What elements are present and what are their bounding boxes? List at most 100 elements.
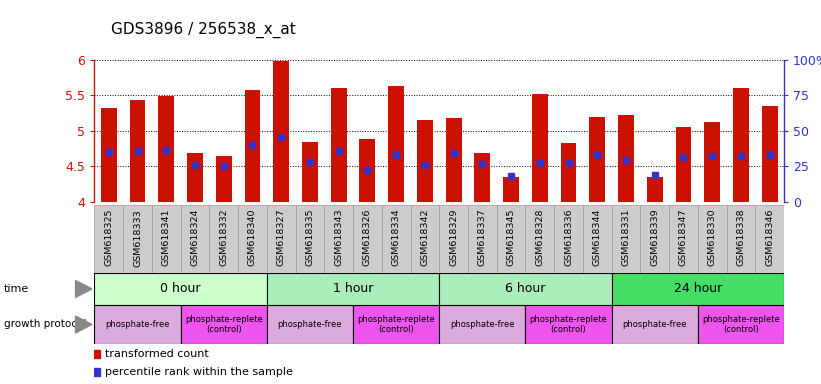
Text: phosphate-free: phosphate-free [622, 320, 687, 329]
Text: phosphate-replete
(control): phosphate-replete (control) [702, 315, 780, 334]
Bar [733, 88, 749, 202]
Text: phosphate-free: phosphate-free [105, 320, 170, 329]
Bar [94, 273, 267, 305]
Bar [503, 177, 519, 202]
Bar [727, 205, 755, 273]
Text: GSM618343: GSM618343 [334, 209, 343, 266]
Text: GSM618335: GSM618335 [305, 209, 314, 266]
Text: GDS3896 / 256538_x_at: GDS3896 / 256538_x_at [111, 22, 296, 38]
Text: GSM618340: GSM618340 [248, 209, 257, 266]
Bar [698, 305, 784, 344]
Bar [612, 273, 784, 305]
Bar [612, 205, 640, 273]
Text: phosphate-replete
(control): phosphate-replete (control) [357, 315, 435, 334]
Bar [101, 108, 117, 202]
Bar [698, 205, 727, 273]
Bar [583, 205, 612, 273]
Text: GSM618325: GSM618325 [104, 209, 113, 266]
Text: 1 hour: 1 hour [333, 283, 374, 295]
Bar [296, 205, 324, 273]
Bar [388, 86, 404, 202]
Text: GSM618338: GSM618338 [736, 209, 745, 266]
Bar [353, 205, 382, 273]
Text: GSM618336: GSM618336 [564, 209, 573, 266]
Bar [158, 96, 174, 202]
Bar [439, 305, 525, 344]
Text: GSM618339: GSM618339 [650, 209, 659, 266]
Bar [353, 305, 439, 344]
Bar [267, 205, 296, 273]
Bar [152, 205, 181, 273]
Bar [94, 205, 123, 273]
Text: time: time [4, 284, 30, 294]
Bar [94, 305, 181, 344]
Bar [209, 205, 238, 273]
Bar [612, 305, 698, 344]
Bar [762, 106, 777, 202]
Bar [640, 205, 669, 273]
Bar [267, 273, 439, 305]
Bar [273, 61, 289, 202]
Bar [554, 205, 583, 273]
Text: GSM618341: GSM618341 [162, 209, 171, 266]
Bar [475, 153, 490, 202]
Bar [439, 205, 468, 273]
Text: phosphate-replete
(control): phosphate-replete (control) [185, 315, 263, 334]
Text: phosphate-free: phosphate-free [450, 320, 515, 329]
Text: percentile rank within the sample: percentile rank within the sample [105, 367, 292, 377]
Text: GSM618332: GSM618332 [219, 209, 228, 266]
Text: 0 hour: 0 hour [160, 283, 201, 295]
Bar [238, 205, 267, 273]
Text: 6 hour: 6 hour [505, 283, 546, 295]
Bar [532, 94, 548, 202]
Bar [439, 273, 612, 305]
Text: GSM618344: GSM618344 [593, 209, 602, 266]
Bar [446, 118, 461, 202]
Bar [676, 127, 691, 202]
Bar [216, 156, 232, 202]
Text: GSM618333: GSM618333 [133, 209, 142, 266]
Bar [669, 205, 698, 273]
Bar [561, 143, 576, 202]
Bar [187, 153, 203, 202]
Text: growth protocol: growth protocol [4, 319, 86, 329]
Text: GSM618334: GSM618334 [392, 209, 401, 266]
Bar [525, 205, 554, 273]
Bar [468, 205, 497, 273]
Text: phosphate-replete
(control): phosphate-replete (control) [530, 315, 608, 334]
Text: GSM618346: GSM618346 [765, 209, 774, 266]
Bar [123, 205, 152, 273]
Bar [181, 205, 209, 273]
Bar [267, 305, 353, 344]
Bar [497, 205, 525, 273]
Text: GSM618327: GSM618327 [277, 209, 286, 266]
Bar [324, 205, 353, 273]
Text: transformed count: transformed count [105, 349, 209, 359]
Text: GSM618347: GSM618347 [679, 209, 688, 266]
Bar [302, 142, 318, 202]
Bar [331, 88, 346, 202]
Bar [704, 122, 720, 202]
Bar [245, 90, 260, 202]
Text: 24 hour: 24 hour [674, 283, 722, 295]
Bar [417, 120, 433, 202]
Bar [360, 139, 375, 202]
Bar [525, 305, 612, 344]
Bar [181, 305, 267, 344]
Text: GSM618345: GSM618345 [507, 209, 516, 266]
Text: GSM618330: GSM618330 [708, 209, 717, 266]
Text: GSM618342: GSM618342 [420, 209, 429, 266]
Text: GSM618326: GSM618326 [363, 209, 372, 266]
Bar [130, 100, 145, 202]
Bar [410, 205, 439, 273]
Text: GSM618328: GSM618328 [535, 209, 544, 266]
Bar [618, 115, 634, 202]
Bar [647, 177, 663, 202]
Bar [382, 205, 410, 273]
Text: GSM618329: GSM618329 [449, 209, 458, 266]
Bar [589, 117, 605, 202]
Text: GSM618337: GSM618337 [478, 209, 487, 266]
Bar [755, 205, 784, 273]
Text: phosphate-free: phosphate-free [277, 320, 342, 329]
Text: GSM618324: GSM618324 [190, 209, 200, 266]
